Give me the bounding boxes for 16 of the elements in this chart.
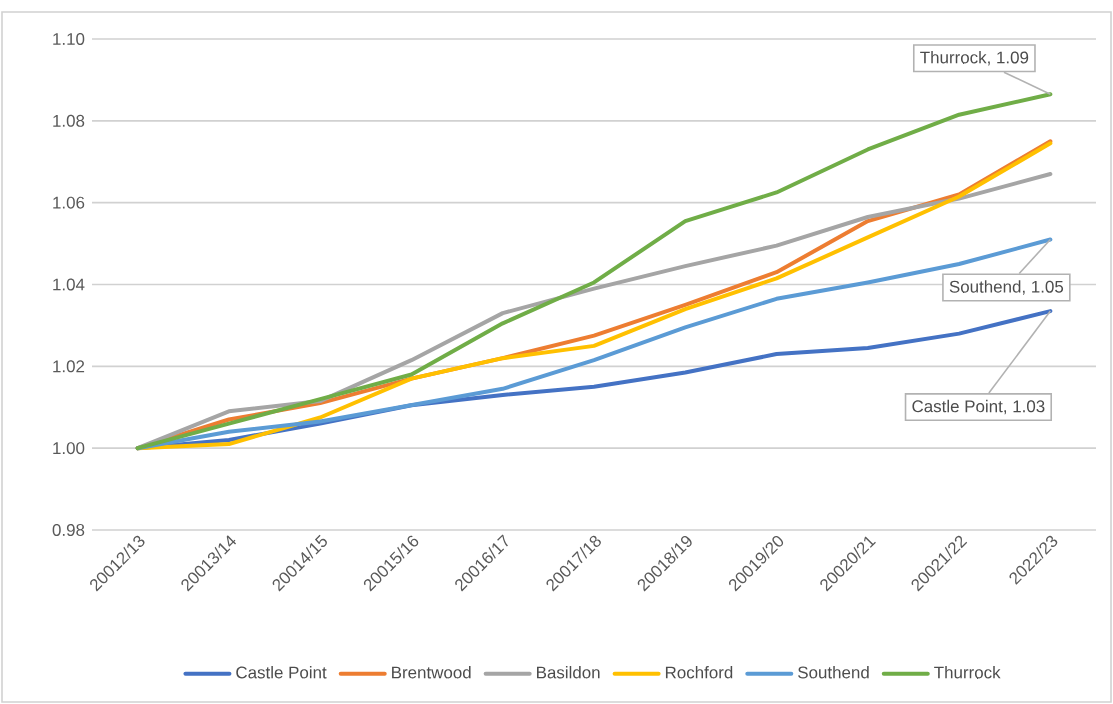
y-tick-label: 0.98: [52, 524, 85, 536]
y-tick-label: 1.10: [53, 33, 85, 45]
annotation: Thurrock, 1.09: [920, 51, 1029, 66]
y-tick-label: 1.08: [53, 114, 85, 127]
y-tick-label: 1.06: [53, 196, 85, 209]
legend-label: Rochford: [665, 666, 733, 679]
legend-label: Brentwood: [392, 666, 471, 679]
y-tick-label: 1.04: [53, 278, 85, 291]
legend-label: Thurrock: [934, 666, 1001, 679]
annotation: Southend, 1.05: [949, 280, 1064, 295]
y-tick-label: 1.00: [53, 442, 85, 455]
legend-label: Basildon: [537, 666, 600, 679]
legend-label: Southend: [798, 666, 869, 679]
annotation: Castle Point, 1.03: [912, 399, 1045, 415]
legend-label: Castle Point: [236, 666, 327, 679]
y-tick-label: 1.02: [53, 360, 85, 373]
